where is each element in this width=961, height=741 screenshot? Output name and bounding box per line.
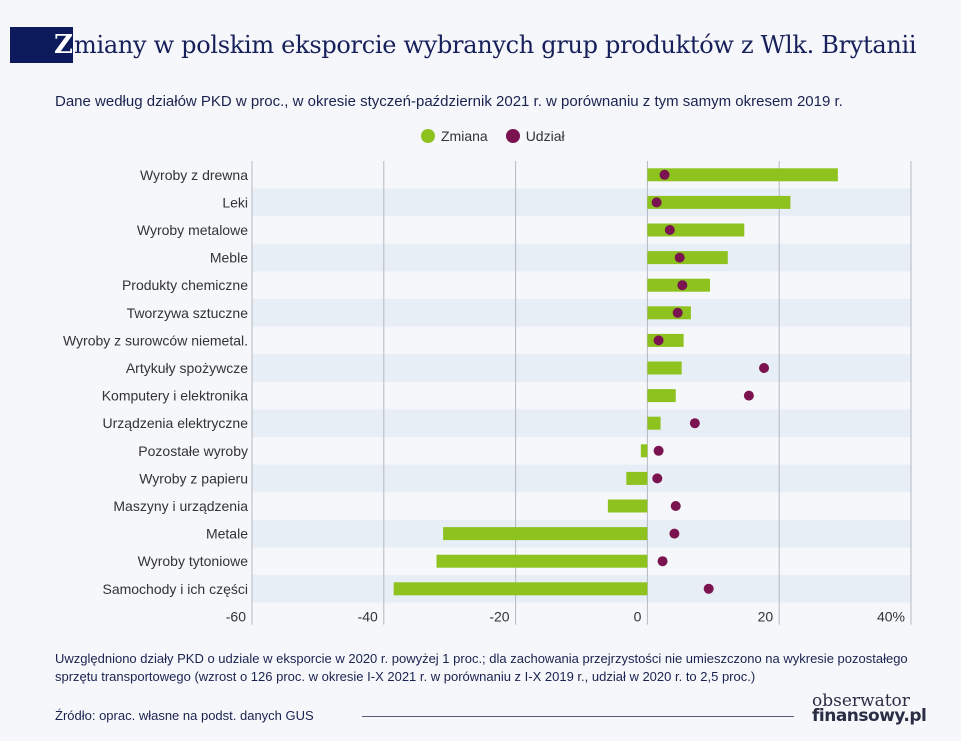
category-label: Wyroby z surowców niemetal. <box>63 332 248 348</box>
bar-zmiana <box>640 444 648 458</box>
dot-udzial <box>669 528 680 539</box>
dot-udzial <box>674 252 685 263</box>
dot-udzial <box>759 363 770 373</box>
row-stripe <box>252 188 911 217</box>
dot-udzial <box>664 225 675 235</box>
title-initial: Z <box>10 27 73 63</box>
logo: obserwator finansowy.pl <box>812 691 927 726</box>
legend-label: Zmiana <box>441 128 488 144</box>
title-text: miany w polskim eksporcie wybranych grup… <box>74 31 917 59</box>
source-divider <box>362 716 794 717</box>
bar-zmiana <box>626 471 648 485</box>
category-label: Leki <box>222 194 248 210</box>
dot-udzial <box>670 501 681 511</box>
category-label: Tworzywa sztuczne <box>127 305 249 321</box>
dot-udzial <box>672 307 683 318</box>
category-label: Maszyny i urządzenia <box>113 498 248 514</box>
chart-note: Uwzględniono działy PKD o udziale w eksp… <box>55 651 908 684</box>
x-tick-label: 20 <box>758 609 774 625</box>
category-label: Wyroby z papieru <box>139 470 248 486</box>
bar-zmiana <box>647 361 682 375</box>
legend-swatch-zmiana <box>421 129 435 143</box>
logo-line1: obserwator <box>812 691 910 711</box>
bar-zmiana <box>647 195 791 209</box>
bar-zmiana <box>393 582 648 596</box>
source-text: Źródło: oprac. własne na podst. danych G… <box>55 708 314 723</box>
chart-title: Z miany w polskim eksporcie wybranych gr… <box>10 27 917 63</box>
bar-zmiana <box>436 554 648 568</box>
bar-zmiana <box>647 251 728 265</box>
chart-subtitle: Dane według działów PKD w proc., w okres… <box>55 93 843 110</box>
legend-item-udzial: Udział <box>505 128 565 144</box>
bar-zmiana <box>647 416 661 430</box>
dot-udzial <box>653 445 664 456</box>
x-tick-label: -60 <box>226 609 246 625</box>
bar-zmiana <box>647 333 684 347</box>
dot-udzial <box>651 197 662 208</box>
logo-line2: finansowy.pl <box>812 706 927 726</box>
category-label: Metale <box>206 526 248 542</box>
x-tick-label: -20 <box>489 609 509 625</box>
bar-zmiana <box>607 499 648 513</box>
category-label: Komputery i elektronika <box>102 388 249 404</box>
bar-zmiana <box>443 527 648 541</box>
row-stripe <box>252 243 911 272</box>
dot-udzial <box>653 335 664 346</box>
bar-zmiana <box>647 223 745 237</box>
legend: Zmiana Udział <box>421 128 565 144</box>
bar-zmiana <box>647 306 691 320</box>
row-stripe <box>252 409 911 437</box>
dot-udzial <box>743 390 754 401</box>
dot-udzial <box>659 169 670 180</box>
row-stripe <box>252 299 911 327</box>
category-label: Wyroby tytoniowe <box>138 553 249 569</box>
dot-udzial <box>652 473 663 484</box>
category-label: Wyroby z drewna <box>140 167 248 183</box>
row-stripe <box>252 354 911 382</box>
dot-udzial <box>657 556 668 567</box>
category-label: Pozostałe wyroby <box>138 443 248 459</box>
dot-udzial <box>677 280 688 291</box>
category-label: Samochody i ich części <box>102 581 248 597</box>
x-tick-label: 40% <box>877 609 905 625</box>
dot-udzial <box>703 583 714 594</box>
category-label: Meble <box>210 250 248 266</box>
category-label: Produkty chemiczne <box>122 277 248 293</box>
category-label: Wyroby metalowe <box>137 222 248 238</box>
category-label: Urządzenia elektryczne <box>102 415 248 431</box>
dot-udzial <box>689 418 700 429</box>
legend-item-zmiana: Zmiana <box>421 128 488 144</box>
legend-label: Udział <box>525 128 565 144</box>
row-stripe <box>252 464 911 493</box>
bar-zmiana <box>647 168 838 182</box>
category-label: Artykuły spożywcze <box>126 360 248 376</box>
legend-swatch-udzial <box>505 129 520 143</box>
x-tick-label: 0 <box>634 609 642 625</box>
x-tick-label: -40 <box>358 609 378 625</box>
bar-zmiana <box>647 389 676 403</box>
